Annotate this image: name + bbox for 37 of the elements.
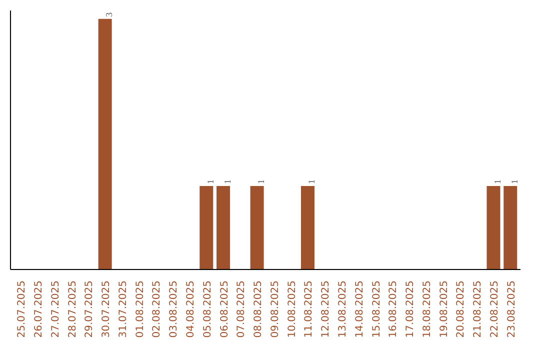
x-tick-label: 15.08.2025 [371,280,382,338]
x-tick-label: 04.08.2025 [186,280,197,338]
data-label: 1 [256,179,266,184]
x-tick-label: 06.08.2025 [219,280,230,338]
data-label: 1 [222,179,232,184]
x-tick-label: 29.07.2025 [84,280,96,338]
x-tick-label: 20.08.2025 [456,280,467,338]
x-tick-label: 19.08.2025 [438,280,450,338]
x-tick-label: 17.08.2025 [405,280,416,338]
x-tick-label: 31.07.2025 [118,280,129,338]
x-tick-label: 30.07.2025 [101,280,112,338]
data-label: 1 [492,179,502,184]
x-tick-label: 02.08.2025 [152,280,163,338]
x-tick-label: 23.08.2025 [506,280,518,338]
x-tick-label: 13.08.2025 [337,280,348,338]
x-tick-label: 11.08.2025 [304,280,315,338]
data-label: 1 [509,179,520,184]
data-label: 3 [104,12,114,17]
x-tick-label: 27.07.2025 [50,280,62,338]
x-tick-label: 12.08.2025 [320,280,332,338]
x-tick-label: 21.08.2025 [472,280,484,338]
x-tick-label: 07.08.2025 [236,280,248,338]
x-tick-label: 16.08.2025 [388,280,400,338]
x-tick-label: 26.07.2025 [34,280,45,338]
x-tick-label: 14.08.2025 [354,280,366,338]
x-tick-label: 08.08.2025 [253,280,264,338]
x-tick-label: 18.08.2025 [422,280,433,338]
x-tick-label: 05.08.2025 [202,280,214,338]
data-label: 1 [205,179,216,184]
x-tick-label: 25.07.2025 [16,280,28,338]
x-tick-label: 09.08.2025 [270,280,281,338]
x-tick-label: 03.08.2025 [168,280,180,338]
x-tick-label: 10.08.2025 [286,280,298,338]
x-tick-label: 28.07.2025 [67,280,78,338]
x-tick-label: 01.08.2025 [134,280,146,338]
x-tick-label: 22.08.2025 [489,280,500,338]
data-label: 1 [306,179,317,184]
